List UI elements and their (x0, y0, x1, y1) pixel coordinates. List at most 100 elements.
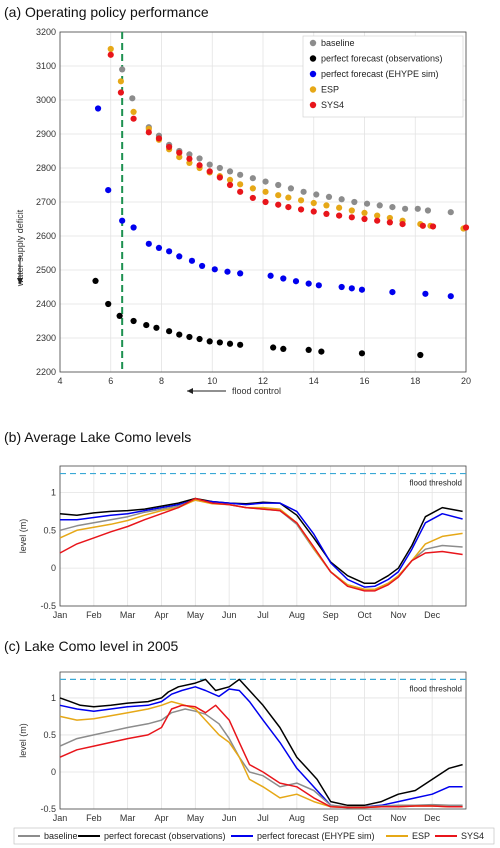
panel-c-y-axis-label: level (m) (18, 723, 28, 758)
panel-a-point-perfect_ehype-13 (267, 272, 274, 279)
panel-a-legend-marker-baseline (309, 39, 317, 47)
panel-a-point-baseline-14 (275, 181, 282, 189)
panel-a-x-tick-1: 6 (108, 376, 113, 386)
panel-a-x-tick-6: 16 (359, 376, 369, 386)
panel-a-point-baseline-27 (447, 209, 454, 216)
panel-a-point-sys4-24 (386, 219, 393, 226)
panel-c-line-perfect_ehype (59, 686, 463, 809)
panel-a-point-esp-11 (226, 176, 234, 183)
panel-c-month-dec: Dec (424, 813, 441, 823)
panel-a-y-arrowhead (17, 278, 23, 285)
panel-a-point-baseline-12 (249, 175, 256, 182)
panel-a-x-arrowhead (187, 388, 193, 394)
panel-a-point-perfect_obs-0 (92, 277, 99, 284)
panel-a-point-perfect_ehype-7 (176, 253, 183, 260)
panel-c-flood-threshold-label: flood threshold (410, 684, 462, 693)
panel-a-point-sys4-5 (166, 143, 173, 151)
panel-a-point-perfect_ehype-16 (305, 280, 312, 287)
panel-b-month-sep: Sep (323, 610, 339, 620)
panel-a-point-sys4-10 (216, 174, 223, 181)
panel-c-plot-frame (59, 671, 467, 810)
panel-a-point-perfect_obs-14 (270, 344, 277, 351)
panel-a-point-perfect_ehype-14 (280, 275, 287, 282)
panel-a-point-perfect_ehype-3 (130, 224, 137, 231)
panel-a-point-perfect_obs-19 (417, 351, 424, 359)
panel-a-point-baseline-25 (414, 205, 421, 212)
panel-a-point-baseline-0 (119, 66, 126, 73)
panel-c-month-apr: Apr (154, 813, 168, 823)
panel-a-y-tick-0: 2200 (36, 367, 56, 377)
panel-c-month-oct: Oct (357, 813, 372, 823)
panel-a-point-perfect_obs-18 (358, 350, 366, 357)
panel-a-point-baseline-11 (237, 171, 244, 178)
panel-c-line-sys4 (59, 704, 463, 809)
panel-a-point-perfect_ehype-23 (447, 293, 454, 300)
panel-a-point-perfect_ehype-11 (224, 268, 231, 275)
panel-a-y-tick-8: 3000 (36, 95, 56, 105)
panel-a-point-esp-15 (275, 192, 282, 199)
bottom-legend-label-sys4: SYS4 (461, 831, 484, 841)
panel-a-point-sys4-9 (206, 168, 213, 175)
panel-a-point-esp-18 (310, 199, 317, 207)
panel-a-title: (a) Operating policy performance (4, 4, 209, 20)
panel-a-point-baseline-26 (424, 207, 432, 214)
panel-b-month-aug: Aug (289, 610, 305, 620)
panel-a-legend-label-perfect_obs: perfect forecast (observations) (321, 54, 443, 64)
panel-a-point-perfect_obs-16 (305, 346, 312, 353)
panel-a-point-perfect_obs-3 (130, 317, 137, 325)
panel-b-month-dec: Dec (424, 610, 441, 620)
panel-a-point-perfect_ehype-20 (358, 286, 366, 293)
panel-a-point-sys4-15 (275, 201, 282, 208)
bottom-legend-box (13, 827, 495, 845)
panel-a-y-tick-2: 2400 (36, 299, 56, 309)
panel-a-point-perfect_obs-7 (176, 331, 183, 338)
panel-a-point-esp-19 (323, 202, 330, 209)
panel-a-point-sys4-25 (399, 221, 406, 228)
panel-c-title: (c) Lake Como level in 2005 (4, 638, 179, 654)
panel-b-y-tick-1: 0 (51, 563, 56, 573)
panel-a-point-perfect_obs-12 (226, 340, 234, 347)
panel-a-point-sys4-1 (117, 89, 124, 96)
panel-a-point-sys4-26 (419, 222, 426, 229)
panel-a-point-perfect_ehype-5 (155, 244, 163, 251)
panel-c-line-baseline (59, 708, 463, 808)
panel-a-point-perfect_obs-17 (318, 348, 325, 355)
panel-a-point-perfect_ehype-8 (188, 257, 196, 264)
panel-a-plot-frame (59, 31, 467, 373)
panel-b-month-mar: Mar (120, 610, 136, 620)
panel-a-legend-label-sys4: SYS4 (321, 100, 344, 110)
panel-b-month-feb: Feb (86, 610, 102, 620)
panel-c-month-nov: Nov (390, 813, 407, 823)
panel-b: (b) Average Lake Como levels Jan Feb Mar Ap… (4, 429, 467, 620)
panel-a-point-sys4-27 (429, 223, 437, 230)
panel-a-point-baseline-24 (402, 205, 409, 212)
panel-a-point-sys4-22 (361, 215, 368, 223)
panel-a-point-sys4-3 (145, 129, 152, 136)
panel-a-point-sys4-6 (176, 149, 183, 156)
panel-a-point-perfect_obs-10 (206, 338, 213, 345)
panel-a-point-baseline-7 (196, 155, 203, 162)
panel-a-point-sys4-2 (130, 115, 137, 122)
panel-b-month-oct: Oct (357, 610, 372, 620)
panel-a-point-baseline-17 (313, 191, 320, 198)
panel-a-point-baseline-10 (226, 168, 234, 175)
bottom-legend: baseline perfect forecast (observations) p… (13, 827, 495, 845)
panel-a-point-perfect_ehype-12 (237, 270, 244, 277)
panel-a-point-perfect_ehype-21 (389, 289, 396, 296)
panel-a-point-esp-20 (336, 204, 343, 211)
panel-a-point-perfect_ehype-18 (338, 283, 345, 291)
panel-a-point-sys4-23 (374, 217, 381, 224)
panel-a-point-sys4-8 (196, 162, 203, 169)
panel-a-point-sys4-19 (323, 210, 330, 217)
panel-a-point-perfect_obs-2 (116, 312, 123, 319)
bottom-legend-label-perfect_ehype: perfect forecast (EHYPE sim) (257, 831, 375, 841)
panel-a-point-perfect_ehype-4 (145, 240, 152, 247)
panel-a-point-baseline-18 (325, 193, 333, 200)
panel-a-point-perfect_obs-11 (216, 339, 223, 346)
panel-b-month-may: May (187, 610, 205, 620)
panel-a-point-esp-22 (361, 209, 368, 216)
panel-a-y-tick-10: 3200 (36, 27, 56, 37)
panel-b-line-baseline (59, 499, 463, 591)
panel-a-point-sys4-21 (348, 214, 355, 221)
